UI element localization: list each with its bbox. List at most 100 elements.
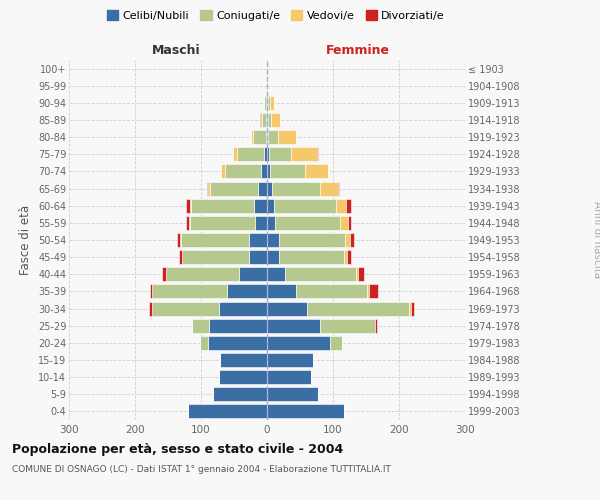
Bar <box>152 284 227 298</box>
Text: COMUNE DI OSNAGO (LC) - Dati ISTAT 1° gennaio 2004 - Elaborazione TUTTITALIA.IT: COMUNE DI OSNAGO (LC) - Dati ISTAT 1° ge… <box>12 466 391 474</box>
Bar <box>179 250 182 264</box>
Bar <box>267 78 268 92</box>
Bar <box>264 148 267 162</box>
Bar <box>220 370 267 384</box>
Bar <box>267 216 275 230</box>
Bar <box>182 250 248 264</box>
Bar <box>330 336 341 350</box>
Bar <box>248 233 267 247</box>
Bar <box>267 404 344 418</box>
Bar <box>267 250 279 264</box>
Bar <box>320 318 374 332</box>
Bar <box>341 336 342 350</box>
Bar <box>239 268 267 281</box>
Bar <box>267 182 272 196</box>
Bar <box>267 233 279 247</box>
Bar <box>296 284 367 298</box>
Bar <box>358 268 364 281</box>
Bar <box>262 113 266 127</box>
Bar <box>248 250 267 264</box>
Bar <box>268 130 278 144</box>
Bar <box>267 148 269 162</box>
Bar <box>193 318 209 332</box>
Bar <box>267 96 268 110</box>
Bar <box>189 216 190 230</box>
Bar <box>210 182 258 196</box>
Bar <box>209 318 267 332</box>
Bar <box>255 216 267 230</box>
Bar <box>267 198 274 212</box>
Bar <box>227 284 267 298</box>
Bar <box>286 268 356 281</box>
Bar <box>190 216 255 230</box>
Bar <box>344 250 347 264</box>
Bar <box>233 148 236 162</box>
Bar <box>350 233 354 247</box>
Bar <box>267 388 318 402</box>
Bar <box>266 96 267 110</box>
Bar <box>151 302 220 316</box>
Bar <box>162 268 166 281</box>
Bar <box>338 182 339 196</box>
Bar <box>221 164 225 178</box>
Bar <box>267 370 311 384</box>
Text: Popolazione per età, sesso e stato civile - 2004: Popolazione per età, sesso e stato civil… <box>12 442 343 456</box>
Bar <box>187 198 190 212</box>
Bar <box>374 318 377 332</box>
Bar <box>149 284 152 298</box>
Bar <box>278 130 296 144</box>
Bar <box>258 182 267 196</box>
Bar <box>207 182 208 196</box>
Bar <box>348 216 352 230</box>
Bar <box>267 268 286 281</box>
Bar <box>266 130 267 144</box>
Text: Femmine: Femmine <box>326 44 390 58</box>
Bar <box>275 216 340 230</box>
Bar <box>188 404 267 418</box>
Text: Maschi: Maschi <box>152 44 200 58</box>
Bar <box>356 268 358 281</box>
Bar <box>225 164 261 178</box>
Bar <box>409 302 411 316</box>
Text: Anni di nascita: Anni di nascita <box>592 202 600 278</box>
Bar <box>267 302 307 316</box>
Bar <box>305 164 328 178</box>
Bar <box>213 388 267 402</box>
Bar <box>269 148 291 162</box>
Bar <box>264 96 266 110</box>
Bar <box>181 233 248 247</box>
Bar <box>236 148 264 162</box>
Bar <box>269 96 274 110</box>
Bar <box>186 216 189 230</box>
Bar <box>261 113 262 127</box>
Bar <box>370 284 378 298</box>
Bar <box>267 164 271 178</box>
Bar <box>340 216 348 230</box>
Legend: Celibi/Nubili, Coniugati/e, Vedovi/e, Divorziati/e: Celibi/Nubili, Coniugati/e, Vedovi/e, Di… <box>103 6 449 25</box>
Bar <box>261 164 267 178</box>
Bar <box>266 113 267 127</box>
Bar <box>307 302 409 316</box>
Bar <box>176 233 180 247</box>
Bar <box>191 198 254 212</box>
Bar <box>254 198 267 212</box>
Bar <box>345 233 350 247</box>
Bar <box>267 113 268 127</box>
Bar <box>267 353 313 367</box>
Bar <box>335 198 346 212</box>
Bar <box>271 164 305 178</box>
Bar <box>268 113 271 127</box>
Bar <box>272 182 320 196</box>
Bar <box>271 113 280 127</box>
Bar <box>347 250 351 264</box>
Bar <box>220 353 267 367</box>
Bar <box>279 250 344 264</box>
Bar <box>279 233 345 247</box>
Bar <box>367 284 370 298</box>
Bar <box>253 130 266 144</box>
Bar <box>274 198 335 212</box>
Bar <box>267 318 320 332</box>
Bar <box>291 148 317 162</box>
Bar <box>180 233 181 247</box>
Bar <box>317 148 318 162</box>
